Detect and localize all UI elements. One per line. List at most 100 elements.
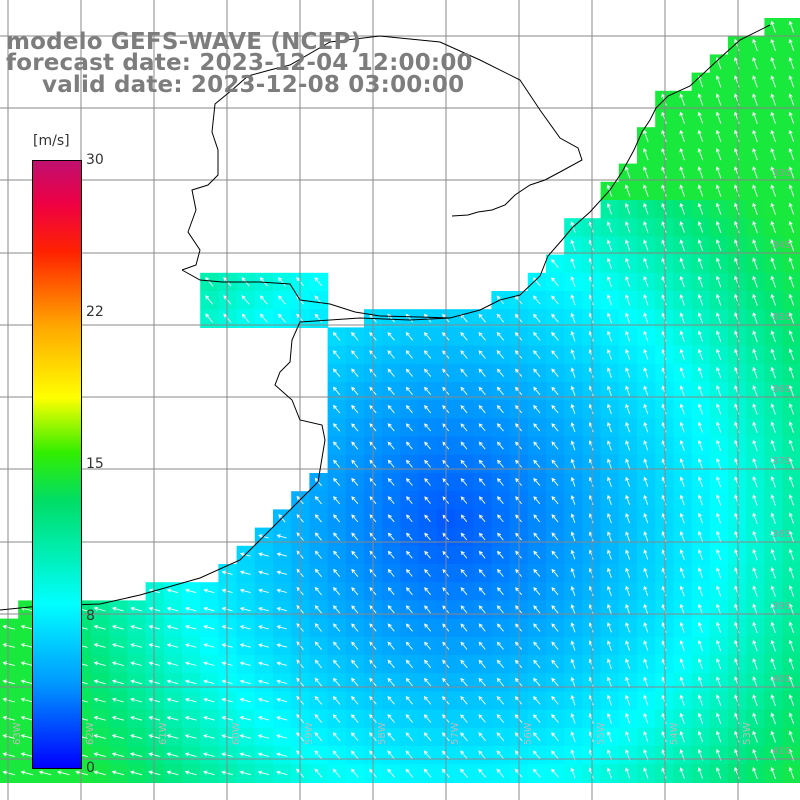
wind-arrow — [532, 768, 541, 778]
wind-arrow — [716, 512, 722, 524]
wind-arrow — [533, 459, 541, 468]
wind-arrow — [570, 731, 576, 742]
wind-arrow — [387, 623, 395, 632]
wind-arrow — [56, 770, 70, 776]
wind-arrow — [770, 512, 776, 524]
wind-arrow — [332, 386, 341, 396]
wind-arrow — [570, 585, 576, 596]
wind-arrow — [460, 350, 468, 359]
wind-arrow — [679, 603, 685, 615]
wind-arrow — [716, 639, 722, 652]
wind-arrow — [350, 768, 359, 778]
wind-arrow — [533, 605, 541, 614]
wind-arrow — [770, 20, 776, 33]
wind-speed-cell — [782, 72, 800, 92]
wind-arrow — [478, 714, 486, 723]
wind-arrow — [679, 221, 685, 233]
wind-arrow — [570, 658, 576, 669]
wind-arrow — [679, 348, 685, 360]
wind-arrow — [275, 770, 288, 776]
wind-arrow — [478, 623, 486, 632]
wind-arrow — [276, 697, 288, 703]
lon-label-55w: 55W — [596, 722, 607, 745]
wind-arrow — [314, 586, 322, 596]
wind-arrow — [112, 624, 124, 630]
wind-arrow — [496, 568, 504, 577]
wind-arrow — [460, 532, 468, 541]
wind-arrow — [460, 331, 468, 341]
wind-arrow — [643, 694, 649, 706]
wind-arrow — [770, 348, 776, 361]
wind-arrow — [405, 350, 413, 359]
wind-arrow — [697, 439, 703, 451]
wind-arrow — [770, 384, 776, 397]
wind-arrow — [643, 676, 649, 688]
wind-arrow — [752, 129, 758, 143]
wind-arrow — [93, 624, 106, 630]
wind-arrow — [570, 513, 576, 524]
wind-arrow — [607, 531, 612, 542]
wind-arrow — [496, 659, 504, 669]
wind-arrow — [643, 148, 649, 161]
wind-arrow — [697, 403, 703, 415]
wind-speed-cell — [782, 272, 800, 292]
wind-arrow — [351, 568, 359, 577]
wind-arrow — [258, 552, 269, 557]
wind-arrow — [478, 695, 486, 705]
wind-arrow — [551, 550, 559, 559]
wind-arrow — [752, 421, 758, 433]
wind-arrow — [350, 750, 359, 760]
wind-arrow — [257, 697, 270, 703]
wind-arrow — [606, 221, 613, 233]
wind-arrow — [697, 676, 703, 688]
wind-arrow — [716, 567, 722, 579]
wind-arrow — [332, 623, 341, 632]
wind-arrow — [333, 514, 341, 523]
wind-arrow — [570, 549, 576, 560]
wind-arrow — [752, 585, 758, 597]
wind-arrow — [770, 293, 776, 306]
wind-arrow — [332, 441, 341, 450]
wind-arrow — [314, 713, 323, 723]
wind-arrow — [625, 513, 631, 524]
wind-arrow — [405, 331, 414, 341]
wind-arrow — [661, 184, 667, 197]
wind-arrow — [788, 366, 795, 379]
wind-arrow — [606, 312, 612, 324]
wind-arrow — [752, 548, 758, 561]
wind-arrow — [276, 552, 287, 557]
wind-arrow — [75, 770, 88, 776]
wind-arrow — [625, 531, 631, 542]
wind-arrow — [570, 330, 576, 342]
wind-arrow — [788, 293, 795, 306]
wind-arrow — [387, 478, 395, 486]
wind-arrow — [752, 184, 758, 197]
wind-arrow — [643, 202, 649, 215]
wind-arrow — [752, 93, 758, 106]
wind-arrow — [533, 514, 541, 523]
wind-arrow — [130, 715, 143, 721]
wind-arrow — [166, 625, 179, 630]
wind-arrow — [276, 661, 288, 666]
lon-label-61w: 61W — [158, 722, 169, 745]
wind-arrow — [405, 477, 413, 486]
wind-arrow — [643, 275, 649, 288]
wind-arrow — [332, 423, 341, 432]
wind-arrow — [697, 275, 704, 288]
wind-arrow — [496, 732, 505, 742]
wind-arrow — [752, 567, 758, 579]
wind-arrow — [460, 313, 468, 323]
valid-date: valid date: 2023-12-08 03:00:00 — [42, 72, 465, 98]
wind-arrow — [351, 641, 359, 650]
wind-arrow — [606, 367, 612, 378]
wind-arrow — [788, 694, 795, 707]
wind-arrow — [570, 749, 576, 761]
wind-arrow — [661, 275, 667, 288]
wind-arrow — [788, 457, 795, 470]
wind-arrow — [607, 385, 612, 396]
wind-arrow — [129, 770, 143, 776]
wind-arrow — [643, 476, 649, 487]
wind-arrow — [351, 459, 359, 468]
wind-arrow — [679, 239, 685, 251]
wind-arrow — [130, 643, 143, 648]
